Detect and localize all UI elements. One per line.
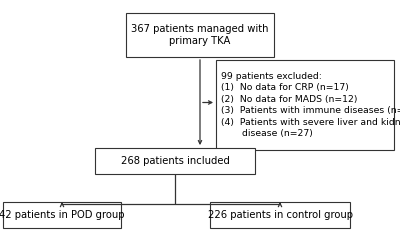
Bar [210, 202, 350, 228]
Bar [95, 148, 255, 174]
Bar [216, 60, 394, 150]
Text: 367 patients managed with
primary TKA: 367 patients managed with primary TKA [131, 24, 269, 46]
Bar [3, 202, 121, 228]
Text: 226 patients in control group: 226 patients in control group [208, 210, 352, 220]
Text: 99 patients excluded:
(1)  No data for CRP (n=17)
(2)  No data for MADS (n=12)
(: 99 patients excluded: (1) No data for CR… [221, 72, 400, 138]
Bar [126, 13, 274, 57]
Text: 42 patients in POD group: 42 patients in POD group [0, 210, 125, 220]
Text: 268 patients included: 268 patients included [120, 156, 230, 166]
